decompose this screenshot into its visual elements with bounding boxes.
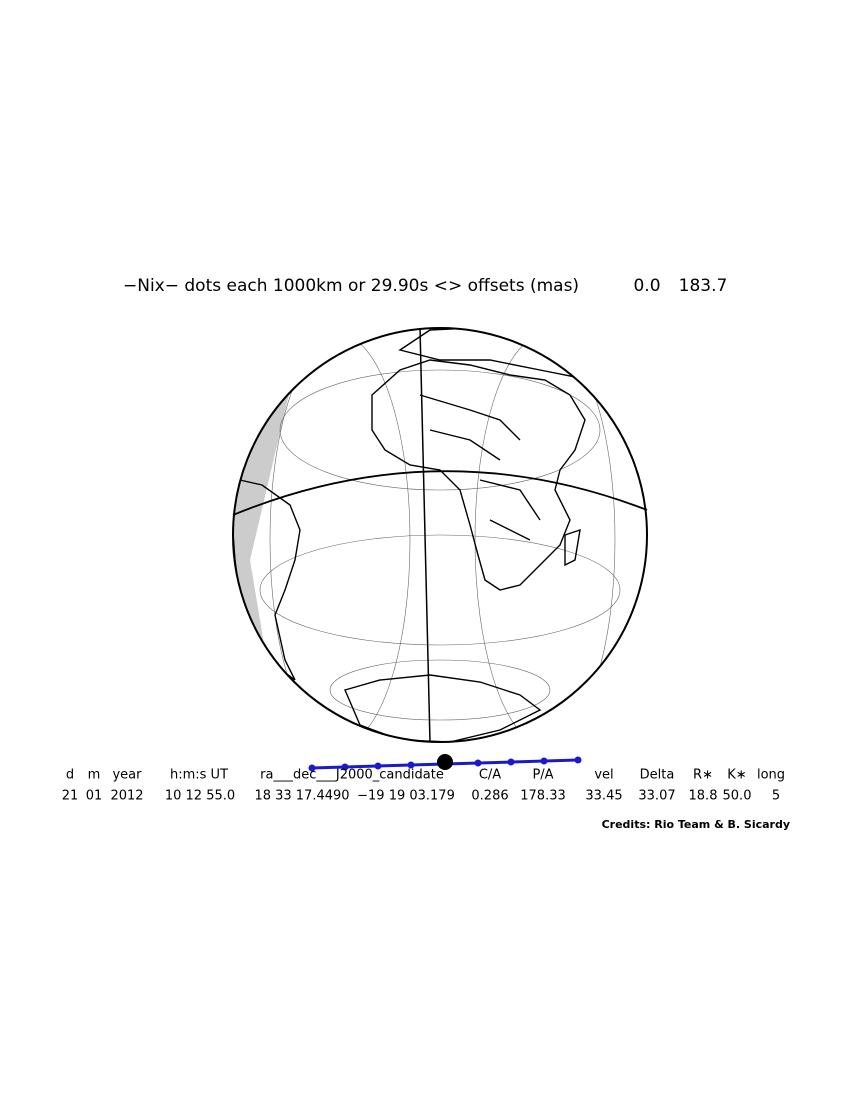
column-header: P/A xyxy=(532,768,553,783)
credits: Credits: Rio Team & B. Sicardy xyxy=(602,818,790,831)
central-meridian xyxy=(419,327,431,743)
column-header: ra___dec___J2000_candidate xyxy=(260,768,444,783)
column-header: d xyxy=(66,768,74,783)
column-header: R∗ xyxy=(693,768,713,783)
track-dots xyxy=(308,756,582,772)
column-header: C/A xyxy=(479,768,501,783)
value-cell: 18.8 xyxy=(689,789,718,804)
value-cell: 21 xyxy=(62,789,79,804)
column-header: long xyxy=(757,768,785,783)
night-side xyxy=(233,390,290,650)
column-header: year xyxy=(112,768,142,783)
value-cell: −19 19 03.179 xyxy=(357,789,455,804)
value-cell: 2012 xyxy=(110,789,143,804)
offset: 0.0 xyxy=(633,276,660,296)
value-cell: 178.33 xyxy=(520,789,566,804)
offset: 183.7 xyxy=(679,276,728,296)
column-header: K∗ xyxy=(727,768,746,783)
track xyxy=(308,754,582,772)
globe xyxy=(232,327,648,743)
column-header: vel xyxy=(594,768,613,783)
title: −Nix− dots each 1000km or 29.90s <> offs… xyxy=(123,276,579,296)
value-cell: 0.286 xyxy=(471,789,508,804)
data-table: d m year h:m:s UT ra___dec___J2000_candidate… xyxy=(62,768,785,804)
column-header: Delta xyxy=(640,768,675,783)
value-cell: 18 33 17.4490 xyxy=(254,789,349,804)
value-cell: 50.0 xyxy=(723,789,752,804)
globe-limb xyxy=(232,327,648,743)
body-position xyxy=(437,754,453,770)
value-cell: 33.07 xyxy=(638,789,675,804)
value-cell: 5 xyxy=(772,789,780,804)
value-cell: 01 xyxy=(86,789,103,804)
column-header: m xyxy=(88,768,101,783)
value-cell: 10 12 55.0 xyxy=(165,789,235,804)
column-header: h:m:s UT xyxy=(170,768,228,783)
equator xyxy=(232,470,648,516)
value-cell: 33.45 xyxy=(585,789,622,804)
